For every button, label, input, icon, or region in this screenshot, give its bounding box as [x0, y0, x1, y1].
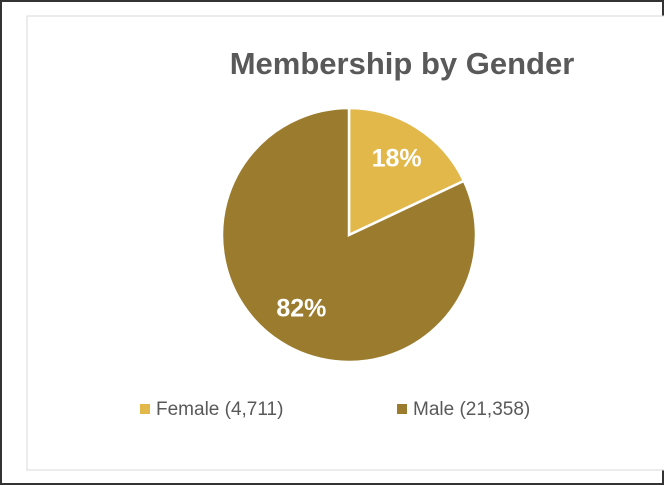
legend-swatch: [397, 404, 407, 414]
data-label: 18%: [372, 145, 422, 173]
legend-label: Male (21,358): [413, 399, 530, 420]
chart-title: Membership by Gender: [230, 46, 575, 81]
pie-slice: [220, 106, 478, 364]
data-label: 82%: [276, 295, 326, 323]
pie-slice: [347, 106, 466, 237]
legend-label: Female (4,711): [156, 399, 283, 420]
legend-swatch: [140, 404, 150, 414]
